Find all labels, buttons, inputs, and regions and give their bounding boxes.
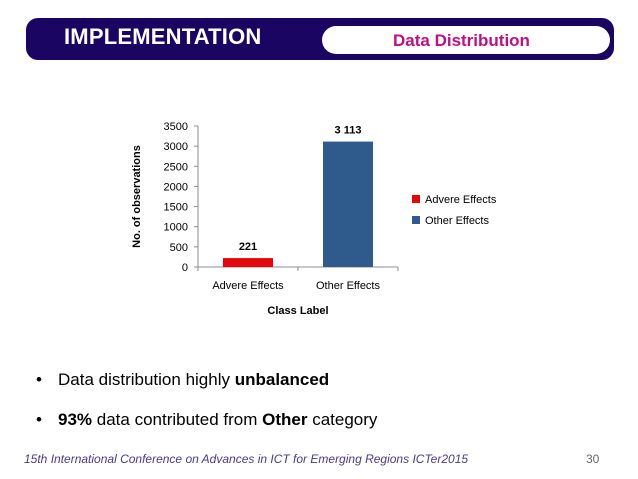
y-tick-label: 1500: [164, 202, 188, 214]
bullet-text-1-b: unbalanced: [234, 370, 330, 389]
y-tick-label: 1000: [164, 222, 188, 234]
x-axis-title: Class Label: [267, 305, 328, 317]
data-label: 3 113: [335, 125, 362, 137]
y-tick-label: 3000: [164, 141, 188, 153]
legend-swatch: [412, 216, 420, 224]
bullet-item-1: • Data distribution highly unbalanced: [36, 370, 329, 390]
y-tick-label: 500: [170, 242, 188, 254]
bar-adverse: [223, 258, 273, 267]
page-number: 30: [586, 452, 600, 466]
bullet-item-2: • 93% data contributed from Other categor…: [36, 410, 377, 430]
bullet-dot: •: [36, 370, 42, 389]
y-tick-label: 3500: [164, 121, 188, 133]
legend-label: Advere Effects: [425, 194, 497, 206]
legend-label: Other Effects: [425, 215, 489, 227]
bullet-text-2-a: 93%: [58, 410, 93, 429]
section-tag-label: Data Distribution: [393, 31, 530, 50]
y-tick-label: 2000: [164, 181, 188, 193]
x-tick-label: Advere Effects: [212, 280, 284, 292]
y-axis-title: No. of observations: [131, 145, 143, 248]
y-tick-label: 0: [182, 262, 188, 274]
bullet-text-1-a: Data distribution highly: [58, 370, 235, 389]
footer-conference: 15th International Conference on Advance…: [24, 452, 469, 466]
bullet-text-2-b: data contributed from: [92, 410, 263, 429]
slide-title: IMPLEMENTATION: [64, 24, 262, 49]
bullet-text-2-c: Other: [262, 410, 308, 429]
bar-chart: 0 500 1000 1500 2000 2500 3000 3500 221 Advere Ef…: [120, 110, 540, 330]
y-tick-label: 2500: [164, 161, 188, 173]
legend-swatch: [412, 195, 420, 203]
bar-chart-svg: 0 500 1000 1500 2000 2500 3000 3500 221 Advere Ef…: [131, 121, 497, 317]
x-tick-label: Other Effects: [316, 280, 380, 292]
section-tag: [322, 26, 610, 54]
bar-other: [323, 141, 373, 267]
bullet-text-2-d: category: [307, 410, 378, 429]
data-label: 221: [239, 241, 257, 253]
bullet-dot: •: [36, 410, 42, 429]
